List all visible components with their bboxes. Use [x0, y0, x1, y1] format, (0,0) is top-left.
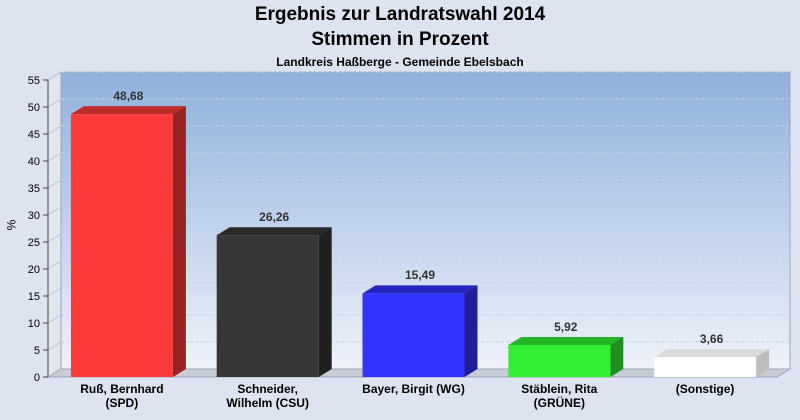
bar-front: [362, 293, 465, 377]
y-tick-label: 40: [28, 156, 40, 168]
gridline-side: [47, 233, 62, 243]
gridline-side: [47, 260, 62, 270]
bar-side: [318, 227, 332, 377]
bar-front: [654, 357, 757, 377]
bar-top: [508, 337, 624, 346]
bar: [654, 349, 770, 377]
gridline-side: [47, 341, 62, 351]
x-category-label: Ruß, Bernhard (SPD): [80, 382, 164, 410]
x-category-label: Schneider, Wilhelm (CSU): [226, 382, 309, 410]
bar: [508, 337, 624, 377]
bar-side: [756, 349, 770, 377]
bar-front: [216, 235, 319, 377]
y-tick-label: 45: [28, 129, 40, 141]
gridline-side: [47, 206, 62, 216]
gridline-side: [47, 152, 62, 162]
gridline-side: [47, 314, 62, 324]
y-axis-label: %: [4, 219, 19, 231]
bar-side: [464, 285, 478, 377]
bar-top: [216, 227, 332, 236]
gridline-side: [47, 98, 62, 108]
gridline-side: [47, 71, 62, 81]
gridline-side: [47, 179, 62, 189]
bar: [362, 285, 478, 377]
plot-side-wall: [47, 71, 62, 378]
y-tick-label: 30: [28, 210, 40, 222]
bar: [70, 106, 186, 378]
y-tick-label: 20: [28, 264, 40, 276]
y-tick-label: 0: [34, 372, 40, 384]
bar-side: [172, 106, 186, 378]
x-category-label: Stäblein, Rita (GRÜNE): [521, 382, 598, 410]
bar-value-label: 15,49: [404, 268, 436, 283]
bar-top: [70, 106, 186, 115]
chart-region: Landkreis Haßberge - Gemeinde Ebelsbach: [276, 55, 524, 69]
x-category-label: Bayer, Birgit (WG): [362, 382, 465, 396]
bar-value-label: 48,68: [113, 89, 144, 104]
chart-subtitle: Stimmen in Prozent: [311, 29, 489, 50]
bar-front: [508, 345, 611, 377]
bar: [216, 227, 332, 377]
gridline-side: [47, 125, 62, 135]
y-tick-label: 10: [28, 318, 40, 330]
y-tick-label: 50: [28, 102, 40, 114]
bar-value-label: 5,92: [554, 320, 578, 335]
bar-value-label: 3,66: [699, 332, 724, 347]
bar-top: [654, 349, 770, 358]
gridline-side: [47, 287, 62, 297]
x-category-label: (Sonstige): [675, 382, 735, 396]
y-tick-label: 35: [28, 183, 40, 195]
bar-side: [610, 337, 624, 377]
y-tick-label: 15: [28, 291, 40, 303]
bar-value-label: 26,26: [259, 210, 290, 225]
bar-top: [362, 285, 478, 294]
y-tick-label: 55: [28, 75, 40, 87]
y-tick-label: 25: [28, 237, 40, 249]
bar-front: [70, 114, 173, 378]
chart-title: Ergebnis zur Landratswahl 2014: [254, 4, 546, 25]
y-tick-label: 5: [34, 345, 40, 357]
